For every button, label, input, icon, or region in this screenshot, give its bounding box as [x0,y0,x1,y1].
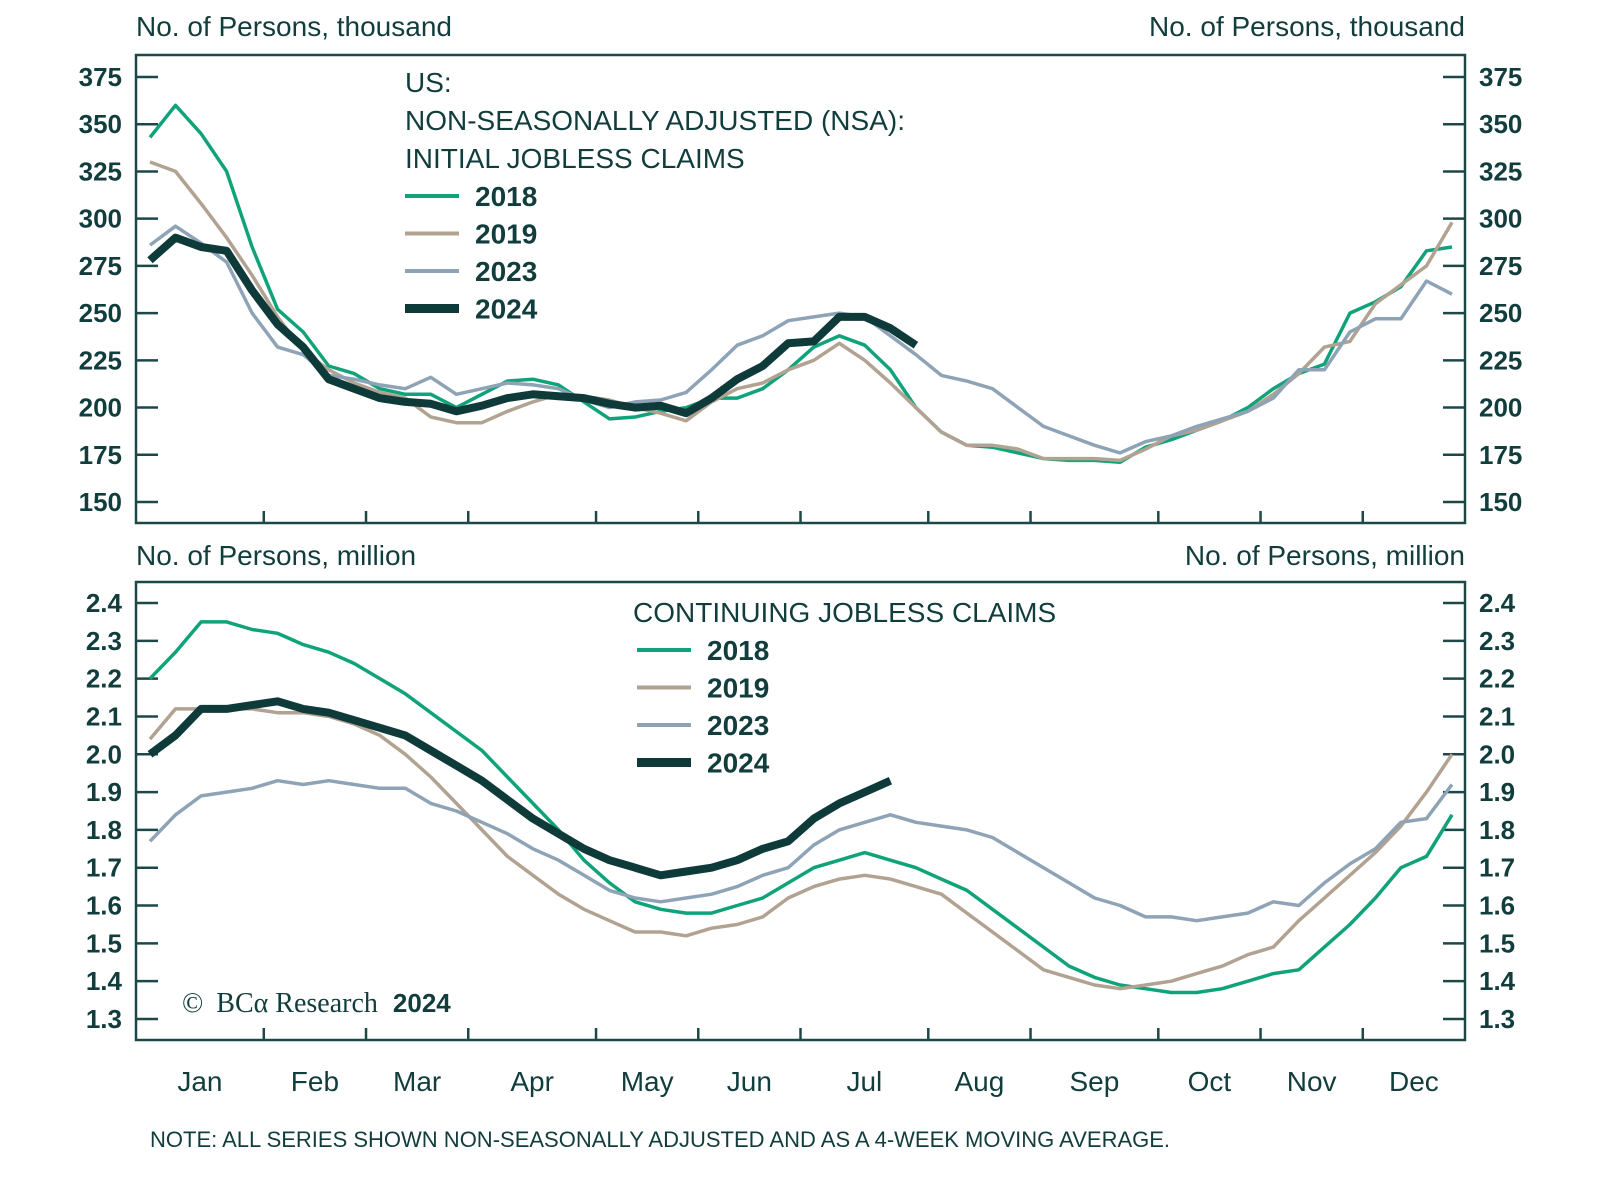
y-tick-label-right: 1.5 [1479,928,1515,958]
month-label-jun: Jun [727,1066,772,1097]
y-tick-label-left: 225 [79,345,122,375]
continuing-claims-panel: No. of Persons, million No. of Persons, … [86,540,1516,1042]
y-tick-label-right: 2.3 [1479,626,1515,656]
series-line-2018 [148,620,1454,995]
y-tick-label-right: 2.1 [1479,701,1515,731]
legend-title-line-1: US: [405,67,452,98]
initial-claims-panel: No. of Persons, thousand No. of Persons,… [79,11,1523,525]
series-line-2023 [148,224,1453,455]
month-label-jan: Jan [177,1066,222,1097]
y-tick-label-left: 250 [79,298,122,328]
y-tick-label-left: 2.4 [86,588,123,618]
month-label-may: May [621,1066,674,1097]
y-tick-label-left: 325 [79,156,122,186]
y-tick-label-right: 350 [1479,109,1522,139]
month-label-oct: Oct [1188,1066,1232,1097]
y-tick-label-right: 1.3 [1479,1004,1515,1034]
y-tick-label-left: 375 [79,62,122,92]
left-axis-unit-label: No. of Persons, million [136,540,416,571]
y-tick-label-left: 1.4 [86,966,123,996]
legend: CONTINUING JOBLESS CLAIMS 2018 2019 2023 20… [633,597,1056,779]
y-tick-label-right: 150 [1479,487,1522,517]
copyright: © BCα Research 2024 [182,988,451,1019]
copyright-brand: BCα Research [216,988,378,1019]
y-tick-label-right: 2.0 [1479,739,1515,769]
y-tick-label-right: 225 [1479,345,1522,375]
month-label-dec: Dec [1389,1066,1439,1097]
y-tick-label-left: 2.1 [86,701,122,731]
y-tick-label-right: 1.8 [1479,815,1515,845]
legend-title-line-2: NON-SEASONALLY ADJUSTED (NSA): [405,105,905,136]
right-axis-unit-label: No. of Persons, million [1185,540,1465,571]
y-tick-label-right: 1.9 [1479,777,1515,807]
y-tick-label-right: 375 [1479,62,1522,92]
y-tick-label-right: 1.4 [1479,966,1516,996]
legend-title-line-3: INITIAL JOBLESS CLAIMS [405,143,745,174]
series-line-2019 [148,707,1454,991]
legend-label-2019: 2019 [707,673,769,704]
left-axis-unit-label: No. of Persons, thousand [136,11,452,42]
svg-text:© BCα Research: © BCα Research 2024 [182,988,451,1019]
y-tick-label-right: 200 [1479,393,1522,423]
y-tick-label-right: 1.6 [1479,891,1515,921]
legend-title-line-1: CONTINUING JOBLESS CLAIMS [633,597,1056,628]
y-tick-label-left: 1.6 [86,891,122,921]
plot-frame [134,580,1467,1042]
y-tick-label-left: 2.3 [86,626,122,656]
series-line-2024 [147,233,919,418]
y-tick-label-left: 2.2 [86,664,122,694]
legend-label-2024: 2024 [475,294,538,325]
copyright-symbol: © [182,988,203,1019]
series-layer [147,620,1454,995]
footer-note: NOTE: ALL SERIES SHOWN NON-SEASONALLY AD… [150,1127,1170,1152]
month-label-feb: Feb [291,1066,339,1097]
month-label-jul: Jul [846,1066,882,1097]
y-tick-label-right: 275 [1479,251,1522,281]
legend-label-2018: 2018 [707,635,769,666]
y-tick-label-left: 200 [79,393,122,423]
y-tick-label-left: 350 [79,109,122,139]
y-tick-label-left: 300 [79,204,122,234]
y-tick-label-right: 2.4 [1479,588,1516,618]
legend-label-2019: 2019 [475,219,537,250]
y-tick-label-right: 325 [1479,156,1522,186]
y-tick-label-left: 2.0 [86,739,122,769]
y-tick-label-right: 300 [1479,204,1522,234]
y-tick-label-left: 175 [79,440,122,470]
y-tick-label-right: 250 [1479,298,1522,328]
copyright-year: 2024 [393,988,451,1018]
y-tick-label-left: 1.8 [86,815,122,845]
month-label-mar: Mar [393,1066,441,1097]
y-tick-label-left: 1.7 [86,853,122,883]
series-line-2018 [148,103,1453,465]
series-layer [147,103,1454,465]
y-tick-label-right: 2.2 [1479,664,1515,694]
y-ticks: 150 150 175 175 200 200 225 225 250 250 275 275 300 3… [79,62,1523,517]
month-label-sep: Sep [1069,1066,1119,1097]
series-line-2023 [148,778,1454,923]
legend-label-2023: 2023 [707,710,769,741]
series-line-2019 [149,160,1454,463]
y-tick-label-left: 1.5 [86,928,122,958]
legend: US: NON-SEASONALLY ADJUSTED (NSA): INITI… [405,67,905,325]
month-label-aug: Aug [954,1066,1004,1097]
y-tick-label-left: 1.3 [86,1004,122,1034]
y-tick-label-left: 275 [79,251,122,281]
y-tick-label-left: 150 [79,487,122,517]
y-tick-label-right: 175 [1479,440,1522,470]
month-label-nov: Nov [1287,1066,1337,1097]
legend-label-2023: 2023 [475,256,537,287]
y-tick-label-right: 1.7 [1479,853,1515,883]
y-tick-label-left: 1.9 [86,777,122,807]
y-ticks: 1.3 1.3 1.4 1.4 1.5 1.5 1.6 1.6 1.7 1.7 1.8 1.8 1.9 1… [86,588,1516,1034]
x-axis: Jan Feb Mar Apr May Jun Jul Aug Sep Oct Nov Dec [177,511,1439,1097]
right-axis-unit-label: No. of Persons, thousand [1149,11,1465,42]
legend-label-2018: 2018 [475,181,537,212]
legend-label-2024: 2024 [707,748,770,779]
series-line-2024 [147,697,893,880]
month-label-apr: Apr [510,1066,554,1097]
